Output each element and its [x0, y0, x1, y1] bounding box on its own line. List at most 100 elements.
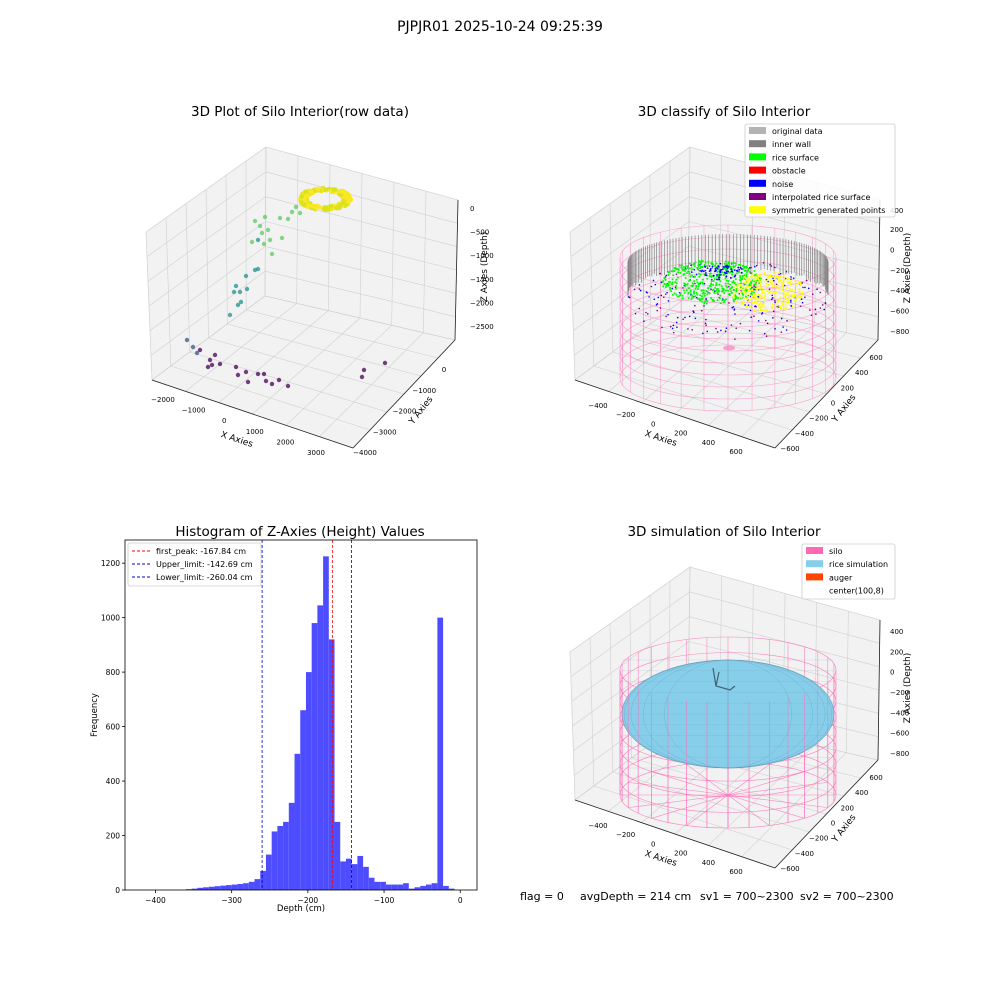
rice-surface-point — [734, 278, 737, 281]
symmetric-point — [772, 292, 775, 295]
symmetric-point — [760, 286, 763, 289]
rice-surface-point — [711, 299, 714, 302]
simulation-plot-title: 3D simulation of Silo Interior — [627, 524, 821, 540]
rice-surface-point — [712, 283, 715, 286]
symmetric-point — [798, 300, 801, 303]
x-tick-label: 3000 — [307, 449, 325, 457]
symmetric-point — [776, 287, 779, 290]
symmetric-point — [779, 296, 782, 299]
rice-surface-point — [703, 263, 706, 266]
z-tick-label: −600 — [890, 730, 909, 738]
symmetric-point — [753, 298, 756, 301]
symmetric-point — [759, 278, 762, 281]
legend-swatch — [749, 179, 766, 187]
data-point — [261, 241, 267, 247]
y-tick-label: −600 — [780, 445, 799, 453]
symmetric-point — [772, 285, 775, 288]
histogram-bar — [397, 884, 404, 890]
rice-surface-point — [703, 292, 706, 295]
symmetric-point — [798, 291, 801, 294]
classify-plot-z-ticks: 200 0 −200 −400 −600 −800 400 — [890, 207, 909, 336]
symmetric-point — [756, 281, 759, 284]
x-tick-label: −1000 — [182, 407, 206, 415]
rice-surface-point — [694, 287, 697, 290]
noise-point — [711, 278, 713, 281]
noise-point — [725, 270, 728, 273]
symmetric-point — [771, 303, 774, 306]
rice-surface-point — [693, 290, 696, 293]
data-point — [343, 192, 349, 198]
symmetric-point — [793, 290, 796, 293]
noise-point — [734, 338, 736, 340]
symmetric-point — [784, 304, 787, 307]
noise-point — [674, 286, 677, 289]
simulation-legend: silo rice simulation auger center(100,8) — [801, 543, 896, 600]
rice-surface-point — [689, 275, 692, 278]
noise-point — [771, 294, 774, 297]
noise-point — [687, 328, 689, 330]
symmetric-point — [800, 295, 803, 298]
rice-surface-point — [679, 294, 682, 297]
rice-surface-point — [679, 271, 682, 274]
data-point — [249, 239, 255, 245]
noise-point — [754, 305, 756, 308]
symmetric-point — [797, 281, 800, 284]
symmetric-point — [747, 288, 750, 291]
noise-point — [691, 328, 693, 331]
histogram-bar — [197, 887, 204, 890]
symmetric-point — [740, 302, 743, 305]
legend-label: noise — [772, 180, 793, 189]
rice-surface-point — [700, 295, 703, 298]
rice-surface-point — [705, 302, 708, 305]
noise-point — [775, 283, 778, 286]
symmetric-point — [787, 294, 790, 297]
rice-surface-point — [728, 283, 731, 286]
symmetric-point — [759, 283, 762, 286]
data-point — [269, 381, 275, 387]
symmetric-point — [784, 301, 787, 304]
symmetric-point — [776, 271, 779, 274]
symmetric-point — [785, 293, 788, 296]
noise-point — [733, 275, 736, 278]
rice-surface-point — [727, 289, 730, 292]
rice-surface-point — [685, 289, 688, 292]
figure-title: PJPJR01 2025-10-24 09:25:39 — [397, 19, 603, 35]
noise-point — [802, 286, 804, 289]
symmetric-point — [756, 299, 759, 302]
noise-point — [729, 276, 732, 279]
rice-surface-point — [688, 272, 691, 275]
histogram-bar — [311, 623, 318, 890]
grid-line — [687, 295, 879, 341]
rice-surface-point — [745, 273, 748, 276]
noise-point — [676, 316, 679, 319]
symmetric-point — [786, 281, 789, 284]
symmetric-point — [764, 309, 767, 312]
legend-swatch — [806, 547, 823, 554]
noise-point — [662, 296, 665, 299]
rice-surface-point — [729, 290, 732, 293]
symmetric-point — [794, 299, 797, 302]
noise-point — [753, 285, 755, 287]
rice-surface-point — [695, 284, 698, 287]
rice-surface-point — [713, 300, 716, 303]
noise-point — [712, 274, 715, 277]
histogram-bar — [305, 672, 312, 890]
data-point — [233, 364, 239, 370]
legend-label: first_peak: -167.84 cm — [156, 547, 246, 556]
noise-point — [734, 313, 736, 315]
noise-point — [702, 332, 704, 335]
data-point — [235, 302, 241, 308]
symmetric-point — [763, 295, 766, 298]
noise-point — [809, 309, 811, 311]
histogram-bar — [225, 885, 232, 890]
symmetric-point — [760, 281, 763, 284]
noise-point — [772, 310, 775, 313]
rice-surface-point — [744, 295, 747, 298]
rice-surface-point — [691, 284, 694, 287]
x-tick-label: 0 — [651, 840, 655, 848]
rice-surface-point — [698, 299, 701, 302]
legend-swatch — [749, 166, 766, 174]
rice-surface-point — [750, 293, 753, 296]
noise-point — [705, 297, 707, 300]
